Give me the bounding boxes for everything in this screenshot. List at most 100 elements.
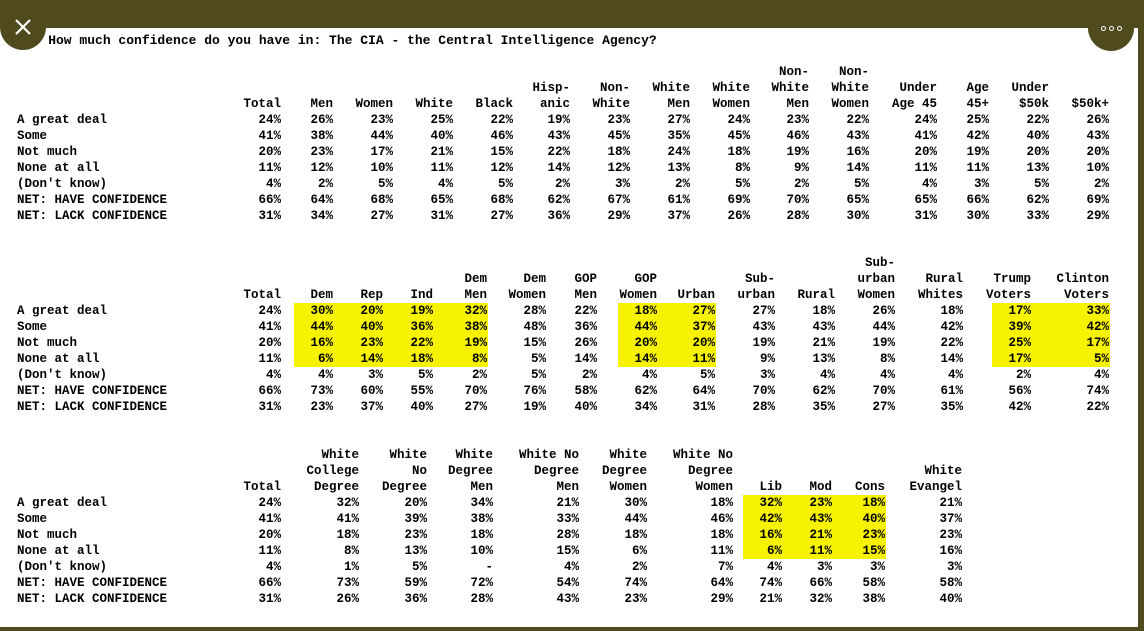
table-cell: 23% [310,145,333,159]
table-cell: 33% [1086,304,1109,318]
table-cell: 27% [872,400,895,414]
table-cell: 65% [430,193,453,207]
table-cell: 21% [430,145,453,159]
table-cell: 41% [914,129,937,143]
table-cell: 23% [939,528,962,542]
column-header: White [771,81,809,95]
table-cell: 62% [812,384,835,398]
table-cell: 11% [710,544,733,558]
column-header: $50k [1018,97,1049,111]
table-cell: 3% [367,368,383,382]
table-cell: 40% [939,592,962,606]
table-cell: 25% [1008,336,1031,350]
table-cell: 70% [464,384,487,398]
table-cell: 14% [846,161,869,175]
table-cell: 44% [624,512,647,526]
table-cell: 43% [556,592,579,606]
column-header: Voters [1063,288,1109,302]
table-cell: 22% [574,304,597,318]
table-cell: 11% [966,161,989,175]
table-cell: 67% [607,193,630,207]
table-cell: 20% [1086,145,1109,159]
right-edge [1138,0,1144,631]
table-cell: 5% [734,177,750,191]
table-cell: 23% [786,113,809,127]
table-cell: 36% [410,320,433,334]
table-cell: 24% [727,113,750,127]
table-cell: 62% [547,193,570,207]
table-cell: 66% [966,193,989,207]
table-cell: 22% [846,113,869,127]
table-cell: 18% [607,145,630,159]
table-cell: 5% [853,177,869,191]
table-cell: 18% [727,145,750,159]
table-cell: 20% [692,336,715,350]
table-cell: 54% [556,576,579,590]
row-label: Some [17,320,48,334]
table-cell: 68% [370,193,393,207]
table-cell: 18% [710,496,733,510]
table-cell: 5% [417,368,433,382]
table-cell: 6% [631,544,647,558]
table-cell: 20% [258,336,281,350]
column-header: White [712,81,750,95]
table-cell: 74% [1086,384,1109,398]
table-cell: 21% [809,528,832,542]
column-header: Total [243,480,281,494]
column-header: College [306,464,359,478]
column-header: urban [737,288,775,302]
table-cell: 22% [940,336,963,350]
table-cell: 23% [809,496,832,510]
table-cell: 4% [317,368,333,382]
table-cell: 4% [641,368,657,382]
table-cell: 24% [914,113,937,127]
column-header: Urban [677,288,715,302]
column-header: Men [667,97,690,111]
table-cell: 20% [634,336,657,350]
table-cell: 42% [940,320,963,334]
table-cell: 66% [258,576,281,590]
table-cell: 5% [411,560,427,574]
table-cell: 4% [766,560,782,574]
close-button[interactable] [0,4,46,50]
table-cell: 31% [258,592,281,606]
table-cell: 27% [667,113,690,127]
table-cell: 14% [634,352,657,366]
table-cell: 30% [846,209,869,223]
table-cell: 24% [258,304,281,318]
table-cell: 21% [759,592,782,606]
table-cell: 12% [607,161,630,175]
table-cell: 11% [430,161,453,175]
column-header: White [924,464,962,478]
table-cell: 2% [1015,368,1031,382]
table-cell: 8% [734,161,750,175]
table-cell: 43% [547,129,570,143]
table-cell: 38% [464,320,487,334]
table-cell: 61% [667,193,690,207]
table-cell: 23% [370,113,393,127]
table-cell: 40% [574,400,597,414]
table-cell: 23% [404,528,427,542]
column-header: Degree [601,464,647,478]
highlight-block [992,303,1110,367]
column-header: Women [695,480,733,494]
row-label: None at all [17,544,100,558]
row-label: Not much [17,145,78,159]
table-cell: 46% [786,129,809,143]
table-cell: 14% [940,352,963,366]
column-header: White [415,97,453,111]
table-cell: 1% [343,560,359,574]
row-label: Not much [17,528,78,542]
column-header: Women [508,288,546,302]
column-header: GOP [634,272,657,286]
more-options-button[interactable] [1088,5,1134,51]
table-cell: 72% [470,576,493,590]
table-cell: 8% [879,352,895,366]
table-cell: 70% [786,193,809,207]
table-cell: 23% [862,528,885,542]
row-label: NET: LACK CONFIDENCE [17,209,168,223]
table-cell: 66% [258,384,281,398]
table-cell: 74% [624,576,647,590]
table-cell: 37% [692,320,715,334]
table-cell: 22% [1086,400,1109,414]
